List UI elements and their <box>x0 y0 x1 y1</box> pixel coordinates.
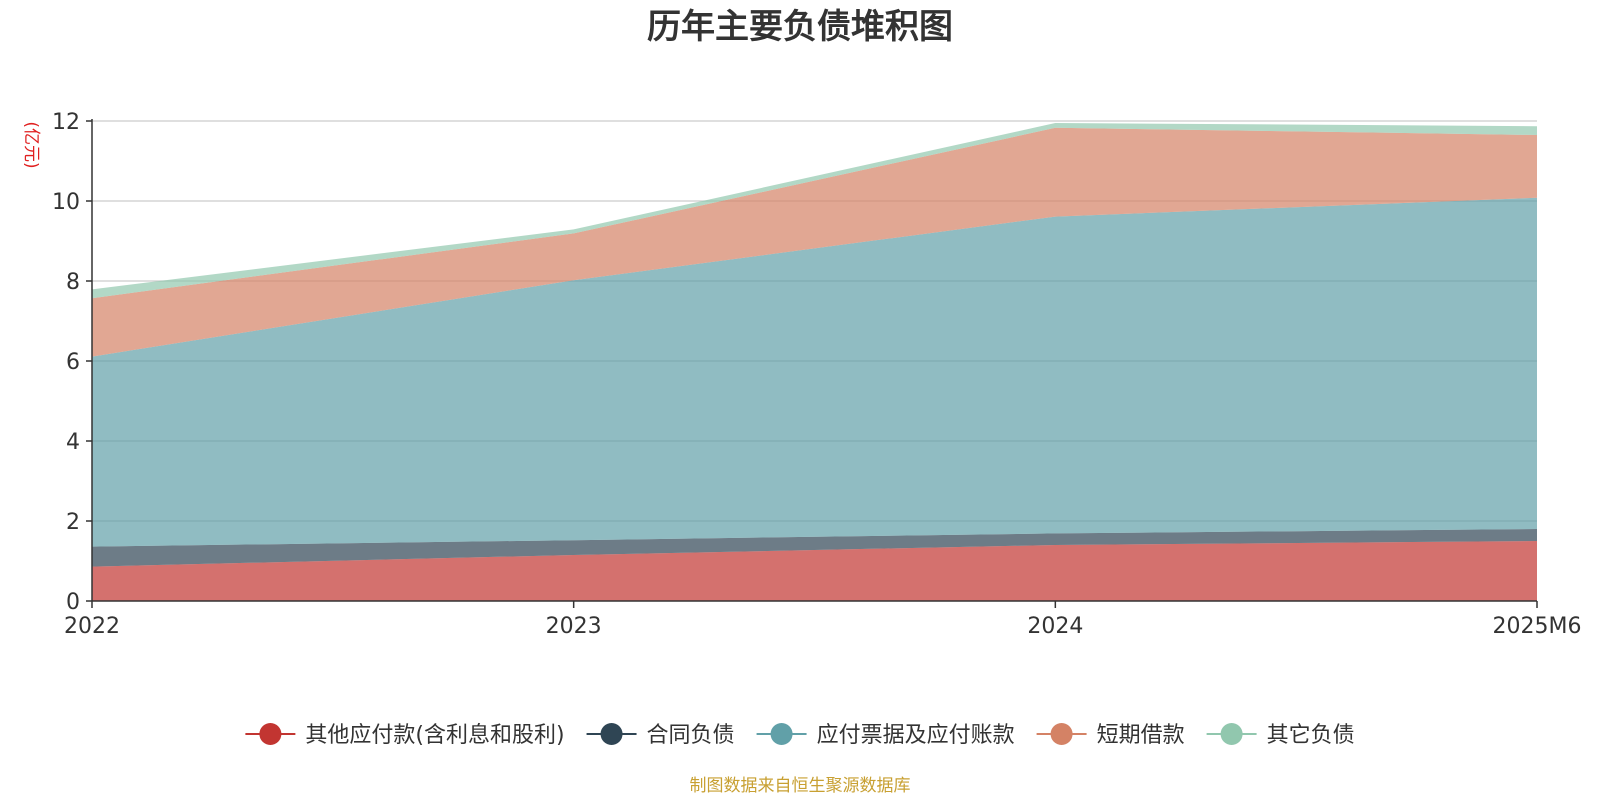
legend-label-3: 应付票据及应付账款 <box>817 723 1015 748</box>
y-tick-label-2: 2 <box>66 510 80 535</box>
legend-item-3[interactable]: 应付票据及应付账款 <box>756 723 1015 748</box>
legend-marker-4 <box>1050 723 1073 745</box>
legend-item-5[interactable]: 其它负债 <box>1206 723 1355 748</box>
y-tick-label-6: 6 <box>66 350 80 375</box>
legend-item-2[interactable]: 合同负债 <box>586 723 735 748</box>
legend-marker-2 <box>600 723 623 745</box>
y-tick-label-8: 8 <box>66 270 80 295</box>
legend-label-5: 其它负债 <box>1267 723 1355 748</box>
legend-marker-1 <box>259 723 282 745</box>
legend-item-4[interactable]: 短期借款 <box>1036 723 1185 748</box>
source-note: 制图数据来自恒生聚源数据库 <box>690 776 911 796</box>
axes: 0 2 4 6 8 10 12 2022 2023 2024 2025M6 <box>52 110 1581 639</box>
legend-item-1[interactable]: 其他应付款(含利息和股利) <box>245 723 565 748</box>
legend-marker-3 <box>770 723 793 745</box>
legend-label-2: 合同负债 <box>647 723 735 748</box>
chart-title: 历年主要负债堆积图 <box>647 7 953 47</box>
y-axis-unit-label: (亿元) <box>21 121 41 168</box>
y-tick-label-0: 0 <box>66 590 80 615</box>
x-tick-label-3: 2025M6 <box>1493 614 1582 639</box>
area-series-2 <box>92 529 1537 567</box>
area-series-4 <box>92 127 1537 357</box>
y-tick-label-10: 10 <box>52 190 80 215</box>
x-tick-label-0: 2022 <box>64 614 120 639</box>
y-tick-label-12: 12 <box>52 110 80 135</box>
legend[interactable]: 其他应付款(含利息和股利) 合同负债 应付票据及应付账款 短期借款 其它负债 <box>245 723 1355 748</box>
area-series-3 <box>92 197 1537 547</box>
legend-label-4: 短期借款 <box>1097 723 1185 748</box>
y-tick-label-4: 4 <box>66 430 80 455</box>
legend-label-1: 其他应付款(含利息和股利) <box>305 723 564 748</box>
x-tick-label-1: 2023 <box>546 614 602 639</box>
x-tick-label-2: 2024 <box>1027 614 1083 639</box>
area-series-1 <box>92 541 1537 601</box>
area-series-group <box>92 123 1537 601</box>
legend-marker-5 <box>1220 723 1243 745</box>
